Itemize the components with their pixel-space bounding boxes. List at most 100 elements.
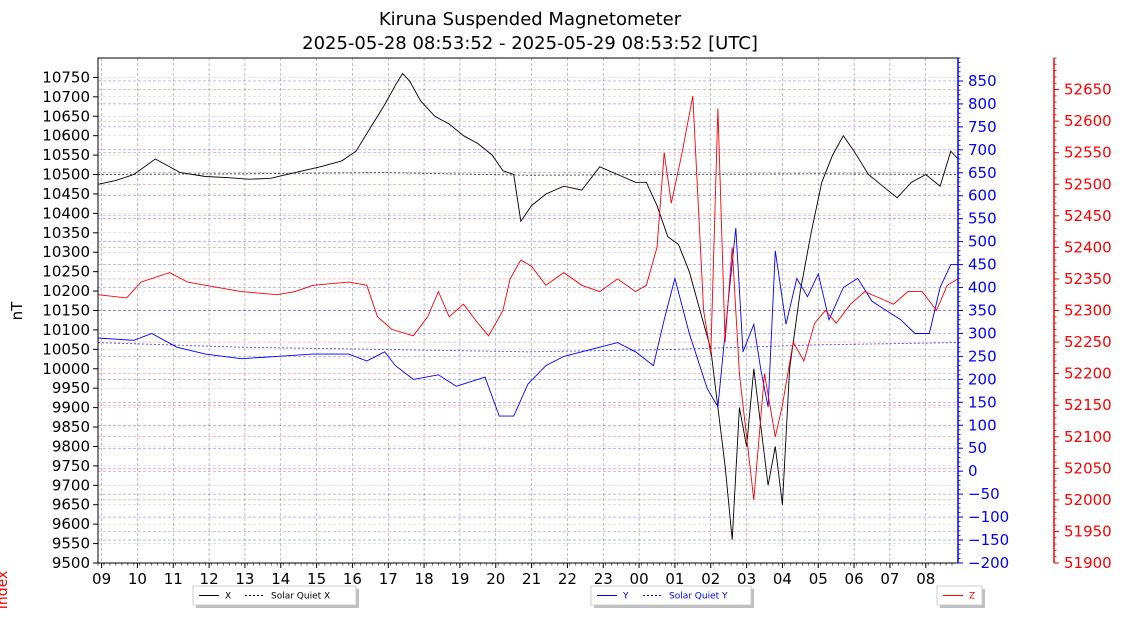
x-tick-label: 22: [558, 570, 577, 588]
x-tick-label: 08: [916, 570, 935, 588]
right-axis-y: −200 −150 −100 −50 0 50 100 150 200 250 300 350 400 4…: [957, 57, 1009, 572]
right-y-tick-label: 150: [968, 393, 997, 411]
right-y-tick-label: 650: [968, 164, 997, 182]
x-tick-label: 03: [737, 570, 756, 588]
legend-layer: X Solar Quiet X Y Solar Quiet Y Z: [192, 585, 985, 608]
left-tick-label: 10450: [42, 185, 90, 203]
right-y-tick-label: 450: [968, 256, 997, 274]
left-axis-label: nT: [8, 301, 26, 321]
right-z-tick-label: 52150: [1064, 396, 1112, 414]
right-y-tick-label: 750: [968, 118, 997, 136]
x-tick-label: 00: [630, 570, 649, 588]
right-y-tick-label: 800: [968, 95, 997, 113]
right-y-tick-label: 100: [968, 416, 997, 434]
x-tick-label: 21: [522, 570, 541, 588]
right-z-tick-label: 52450: [1064, 207, 1112, 225]
left-tick-label: 10150: [42, 302, 90, 320]
right-z-tick-label: 52600: [1064, 112, 1112, 130]
right-y-tick-label: 0: [968, 462, 978, 480]
x-tick-label: 12: [200, 570, 219, 588]
series-line-solar-quiet-y: [97, 342, 959, 353]
legend-label: Z: [969, 592, 975, 602]
x-tick-label: 16: [343, 570, 362, 588]
right-y-tick-label: 300: [968, 324, 997, 342]
right-z-tick-label: 52100: [1064, 428, 1112, 446]
right-axis-z: 51900 51950 52000 52050 52100 52150 52200 52250…: [1053, 57, 1112, 572]
x-tick-label: 10: [128, 570, 147, 588]
grid-layer: [98, 58, 958, 564]
series-line-solar-quiet-x: [97, 172, 959, 176]
x-tick-label: 04: [773, 570, 792, 588]
right-y-tick-label: −150: [968, 531, 1009, 549]
x-tick-label: 07: [880, 570, 899, 588]
right-z-tick-label: 52400: [1064, 238, 1112, 256]
left-tick-label: 10750: [42, 68, 90, 86]
x-tick-label: 01: [665, 570, 684, 588]
right-z-tick-label: 52650: [1064, 81, 1112, 99]
right-y-tick-label: −100: [968, 508, 1009, 526]
right-y-tick-label: 600: [968, 187, 997, 205]
right-y-tick-label: 500: [968, 233, 997, 251]
x-tick-label: 11: [164, 570, 183, 588]
x-tick-label: 23: [594, 570, 613, 588]
x-axis: 09 10 11 12 13 14 15 16 17 18 19 20 21 22 23 00 01 02 03 04…: [92, 563, 953, 588]
left-tick-label: 9600: [52, 515, 90, 533]
left-tick-label: 10550: [42, 146, 90, 164]
right-y-tick-label: 250: [968, 347, 997, 365]
right-z-tick-label: 52050: [1064, 459, 1112, 477]
x-tick-label: 09: [92, 570, 111, 588]
series-layer: [97, 72, 959, 540]
left-tick-label: 9700: [52, 476, 90, 494]
left-tick-label: 10350: [42, 224, 90, 242]
right-y-tick-label: −200: [968, 554, 1009, 572]
legend-frame: [590, 585, 752, 606]
x-tick-label: 20: [486, 570, 505, 588]
left-tick-label: 9900: [52, 399, 90, 417]
left-tick-label: 9950: [52, 379, 90, 397]
left-tick-label: 10650: [42, 107, 90, 125]
series-line-z: [97, 95, 959, 500]
right-y-tick-label: 50: [968, 439, 987, 457]
x-tick-label: 13: [235, 570, 254, 588]
right-z-tick-label: 52000: [1064, 491, 1112, 509]
x-tick-label: 18: [415, 570, 434, 588]
right-y-tick-label: 200: [968, 370, 997, 388]
left-tick-label: 10500: [42, 166, 90, 184]
legend-frame: [192, 585, 357, 606]
legend-box: Y Solar Quiet Y: [590, 585, 754, 608]
left-tick-label: 10050: [42, 340, 90, 358]
left-tick-label: 9750: [52, 457, 90, 475]
left-tick-label: 10300: [42, 243, 90, 261]
left-tick-label: 9650: [52, 496, 90, 514]
series-line-x: [97, 72, 959, 540]
chart-subtitle: 2025-05-28 08:53:52 - 2025-05-29 08:53:5…: [302, 33, 758, 54]
right-z-tick-label: 52300: [1064, 302, 1112, 320]
legend-label: Y: [622, 592, 629, 602]
legend-box: Z: [936, 585, 985, 608]
left-tick-label: 10250: [42, 263, 90, 281]
x-tick-label: 06: [845, 570, 864, 588]
series-line-y: [97, 227, 958, 417]
right-z-tick-label: 52500: [1064, 175, 1112, 193]
left-tick-label: 9850: [52, 418, 90, 436]
left-tick-label: 9800: [52, 437, 90, 455]
right-y-tick-label: 850: [968, 72, 997, 90]
legend-label: Solar Quiet Y: [669, 592, 728, 602]
right-z-tick-label: 51950: [1064, 522, 1112, 540]
left-tick-label: 10000: [42, 360, 90, 378]
right-z-tick-label: 52200: [1064, 365, 1112, 383]
x-tick-label: 05: [809, 570, 828, 588]
legend-box: X Solar Quiet X: [192, 585, 359, 608]
legend-label: Solar Quiet X: [271, 592, 330, 602]
right-y-tick-label: 350: [968, 302, 997, 320]
right-y-tick-label: 700: [968, 141, 997, 159]
left-tick-label: 10400: [42, 204, 90, 222]
left-tick-label: 9500: [52, 554, 90, 572]
right-z-tick-label: 52250: [1064, 333, 1112, 351]
left-tick-label: 10700: [42, 88, 90, 106]
left-tick-label: 10600: [42, 127, 90, 145]
right-z-tick-label: 52550: [1064, 144, 1112, 162]
cut-off-axis-label: Index: [0, 571, 11, 610]
